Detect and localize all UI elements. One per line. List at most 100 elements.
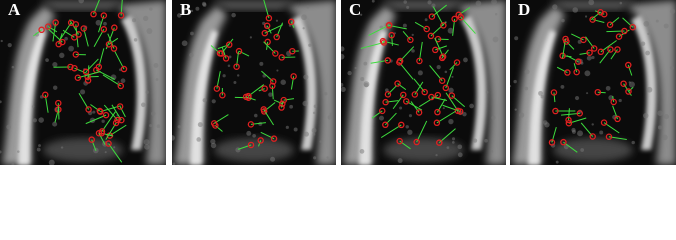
tracking-point — [247, 121, 255, 128]
figure: A B C D — [0, 0, 676, 165]
speckle — [436, 65, 441, 70]
speckle — [491, 0, 497, 5]
tracking-point — [428, 93, 435, 101]
right-wall-inner — [461, 15, 487, 150]
speckle — [510, 85, 512, 88]
speckle — [657, 125, 662, 130]
speckle — [451, 141, 455, 144]
tracking-point — [242, 93, 250, 101]
right-wall — [626, 0, 676, 165]
speckle — [385, 88, 389, 93]
tracking-point — [451, 15, 458, 23]
tracking-point — [88, 136, 95, 143]
motion-vector — [445, 92, 459, 112]
motion-vector — [449, 62, 458, 71]
speckle — [301, 14, 307, 21]
motion-vector — [105, 122, 117, 140]
speckle — [354, 66, 357, 70]
speckle — [38, 117, 44, 123]
speckle — [448, 118, 454, 125]
speckle — [417, 70, 423, 76]
tracking-point — [71, 34, 78, 41]
tracking-point — [289, 47, 296, 55]
motion-vector — [108, 37, 119, 45]
tracking-point — [95, 129, 103, 137]
speckle — [664, 114, 670, 120]
image-panel: B — [172, 0, 336, 165]
tracking-point — [610, 98, 617, 106]
speckle — [670, 107, 675, 112]
motion-vector — [214, 125, 223, 132]
tracking-point — [111, 24, 118, 31]
speckle — [619, 1, 623, 5]
tracking-point — [55, 99, 62, 107]
motion-vector — [109, 124, 127, 137]
speckle — [153, 63, 159, 68]
tracking-point — [90, 10, 97, 18]
speckle — [608, 95, 614, 101]
motion-vector — [402, 30, 411, 41]
motion-vector — [119, 106, 126, 118]
motion-vector — [562, 55, 572, 58]
tracking-point — [423, 25, 430, 33]
tracking-point — [434, 108, 441, 116]
tracking-point — [116, 103, 124, 110]
speckle — [514, 36, 519, 41]
speckle — [411, 33, 414, 37]
tracking-point — [625, 88, 632, 95]
speckle — [431, 3, 436, 8]
speckle — [222, 74, 226, 78]
motion-vector — [85, 114, 107, 125]
speckle — [276, 69, 279, 72]
tracking-point — [433, 119, 441, 127]
tracking-point — [597, 48, 605, 56]
panel-label: D — [518, 0, 530, 19]
tracking-point — [439, 53, 447, 60]
motion-vector — [90, 104, 101, 112]
tracking-point — [67, 63, 74, 71]
speckle — [669, 66, 674, 71]
left-wall-bright — [18, 30, 46, 165]
tracking-point — [407, 36, 414, 44]
tracking-point — [440, 22, 447, 29]
speckle — [447, 27, 454, 34]
speckle — [663, 23, 669, 29]
tracking-point — [257, 137, 264, 144]
speckle — [591, 123, 594, 126]
speckle — [31, 105, 35, 108]
tracking-point — [278, 54, 285, 61]
speckle — [103, 21, 107, 26]
speckle — [202, 98, 207, 103]
tracking-point — [269, 82, 276, 90]
speckle — [588, 0, 595, 6]
septum — [553, 138, 633, 162]
tracking-point — [564, 69, 571, 76]
tracking-point — [548, 139, 556, 146]
motion-vector — [397, 83, 407, 91]
speckle — [341, 86, 346, 93]
speckle — [235, 147, 241, 153]
motion-vector — [398, 62, 414, 80]
tracking-point — [74, 74, 82, 82]
motion-vector — [627, 64, 633, 76]
motion-vector — [102, 74, 122, 87]
speckle — [363, 61, 368, 66]
tracking-point — [102, 111, 110, 119]
speckle — [571, 127, 576, 133]
speckle — [149, 7, 153, 11]
tracking-point — [280, 96, 288, 104]
speckle — [306, 5, 310, 9]
tracking-point — [590, 45, 598, 52]
speckle — [197, 122, 203, 128]
motion-vector — [432, 6, 444, 26]
speckle — [308, 43, 312, 47]
tracking-point — [382, 98, 389, 106]
tracking-point — [120, 65, 128, 73]
tracking-point — [42, 91, 49, 99]
speckle — [403, 0, 408, 4]
speckle — [11, 162, 15, 165]
tracking-point — [442, 84, 450, 92]
speckle — [52, 61, 58, 68]
speckle — [302, 100, 308, 107]
